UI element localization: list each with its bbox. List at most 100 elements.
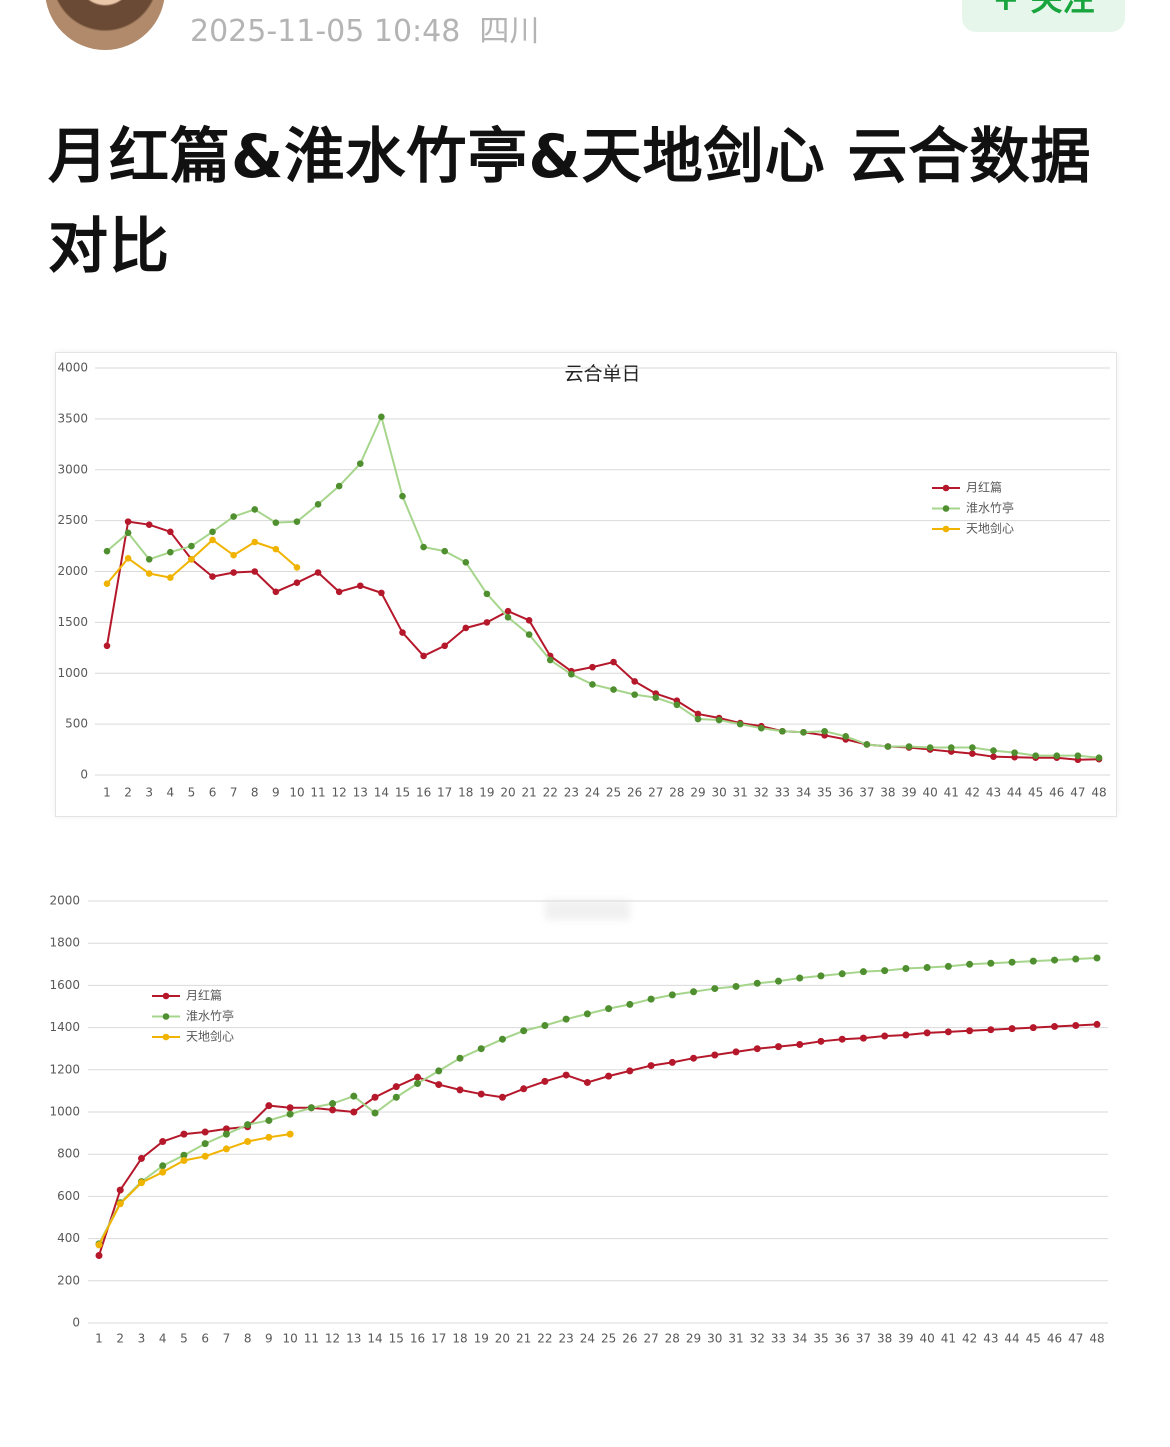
x-tick-label: 36 (838, 786, 853, 800)
data-point (335, 482, 343, 490)
data-point (1053, 752, 1061, 759)
data-point (329, 1106, 337, 1114)
data-point (969, 744, 976, 751)
x-tick-label: 1 (103, 786, 111, 800)
y-tick-label: 1000 (57, 666, 88, 680)
x-tick-label: 15 (389, 1332, 404, 1346)
follow-button[interactable]: + 关注 (962, 0, 1125, 32)
y-tick-label: 2000 (57, 564, 88, 578)
data-point (103, 642, 111, 650)
data-point (1011, 749, 1018, 756)
data-point (757, 724, 765, 732)
data-point (124, 518, 132, 525)
data-point (456, 1086, 464, 1094)
x-tick-label: 12 (332, 786, 347, 800)
data-point (990, 747, 997, 754)
x-tick-label: 43 (986, 786, 1001, 800)
data-point (923, 1029, 931, 1037)
data-point (222, 1130, 230, 1138)
x-tick-label: 19 (474, 1332, 489, 1346)
x-tick-label: 29 (690, 786, 705, 800)
data-point (293, 579, 301, 586)
data-point (201, 1140, 209, 1148)
legend-label: 月红篇 (186, 988, 222, 1003)
x-tick-label: 22 (543, 786, 558, 800)
data-point (159, 1168, 167, 1176)
legend-marker (162, 992, 170, 1000)
x-tick-label: 24 (585, 786, 600, 800)
x-tick-label: 13 (353, 786, 368, 800)
data-point (884, 743, 892, 750)
data-point (209, 536, 216, 544)
data-point (420, 543, 427, 551)
data-point (414, 1080, 422, 1088)
data-point (145, 521, 153, 528)
data-point (314, 569, 322, 576)
data-point (926, 744, 934, 751)
x-tick-label: 45 (1028, 786, 1043, 800)
data-point (520, 1027, 528, 1035)
x-tick-label: 8 (244, 1332, 252, 1346)
data-point (966, 1027, 974, 1035)
data-point (1029, 957, 1037, 965)
x-tick-label: 30 (707, 1332, 722, 1346)
x-tick-label: 46 (1049, 786, 1064, 800)
data-point (124, 554, 132, 562)
data-point (715, 716, 723, 724)
x-tick-label: 26 (622, 1332, 637, 1346)
chart-title: 云合单日 (564, 363, 640, 385)
data-point (498, 1093, 506, 1101)
data-point (137, 1154, 145, 1162)
data-point (1093, 954, 1101, 962)
legend-label: 月红篇 (966, 480, 1002, 495)
data-point (251, 506, 259, 513)
x-tick-label: 47 (1068, 1332, 1083, 1346)
x-tick-label: 41 (941, 1332, 956, 1346)
data-point (378, 413, 385, 421)
data-point (286, 1130, 294, 1138)
x-tick-label: 42 (962, 1332, 977, 1346)
x-tick-label: 5 (188, 786, 196, 800)
data-point (1072, 955, 1080, 963)
data-point (1008, 958, 1016, 966)
data-point (399, 629, 406, 636)
data-point (694, 710, 702, 718)
legend-marker (942, 484, 950, 492)
data-point (817, 1037, 825, 1045)
data-point (1032, 752, 1039, 759)
data-point (881, 967, 889, 975)
data-point (286, 1104, 294, 1112)
data-point (167, 528, 174, 536)
data-point (987, 1026, 995, 1034)
y-tick-label: 500 (65, 717, 88, 731)
data-point (335, 588, 343, 596)
blurred-title (545, 900, 630, 920)
data-point (520, 1085, 528, 1093)
data-point (1074, 752, 1082, 759)
data-point (222, 1125, 230, 1133)
data-point (137, 1179, 145, 1187)
data-point (774, 977, 782, 985)
data-point (902, 1031, 910, 1039)
data-point (947, 744, 955, 751)
x-tick-label: 4 (166, 786, 174, 800)
x-tick-label: 30 (711, 786, 726, 800)
data-point (626, 1000, 634, 1008)
y-tick-label: 800 (57, 1147, 80, 1161)
series-line (98, 1023, 1098, 1256)
data-point (435, 1067, 443, 1075)
data-point (230, 513, 237, 520)
data-point (1008, 1025, 1016, 1033)
data-point (1072, 1021, 1080, 1029)
data-point (272, 588, 280, 596)
x-tick-label: 37 (856, 1332, 871, 1346)
x-tick-label: 27 (643, 1332, 658, 1346)
x-tick-label: 3 (145, 786, 153, 800)
data-point (859, 968, 867, 976)
data-point (1093, 1020, 1101, 1028)
data-point (392, 1083, 400, 1091)
data-point (881, 1032, 889, 1040)
data-point (732, 982, 740, 990)
data-point (779, 727, 786, 735)
